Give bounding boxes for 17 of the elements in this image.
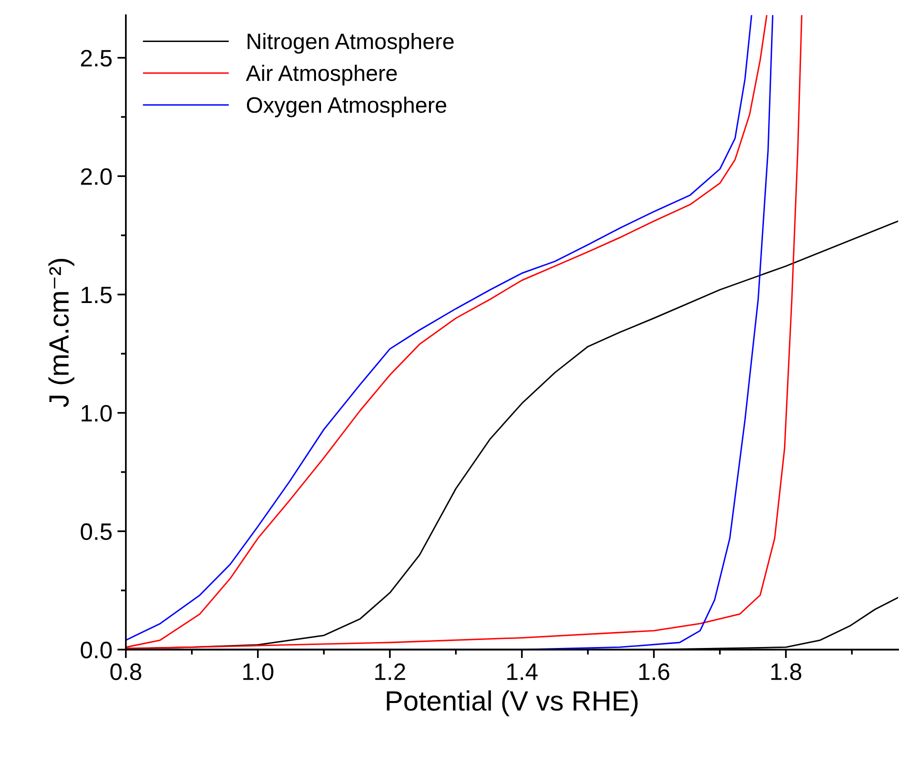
x-axis-title: Potential (V vs RHE) [386, 690, 638, 716]
y-axis-title: J (mA.cm⁻²) [48, 258, 74, 408]
legend-label: Nitrogen Atmosphere [248, 32, 454, 54]
legend-label: Oxygen Atmosphere [246, 96, 446, 118]
y-tick-label: 1.5 [82, 286, 112, 304]
x-tick-label: 1.4 [507, 664, 538, 680]
legend-label: Air Atmosphere [246, 64, 397, 86]
y-tick-label: 1.0 [82, 404, 112, 422]
x-tick-label: 1.2 [375, 663, 406, 680]
x-tick-label: 1.0 [243, 663, 274, 680]
x-tick-label: 1.6 [639, 663, 670, 680]
y-tick-label: 2.5 [81, 50, 112, 67]
x-tick-label: 0.8 [110, 663, 142, 680]
y-tick-label: 0.0 [80, 642, 112, 658]
y-tick-label: 0.5 [80, 523, 112, 540]
y-tick-label: 2.0 [81, 168, 112, 185]
x-tick-label: 1.8 [771, 663, 802, 680]
